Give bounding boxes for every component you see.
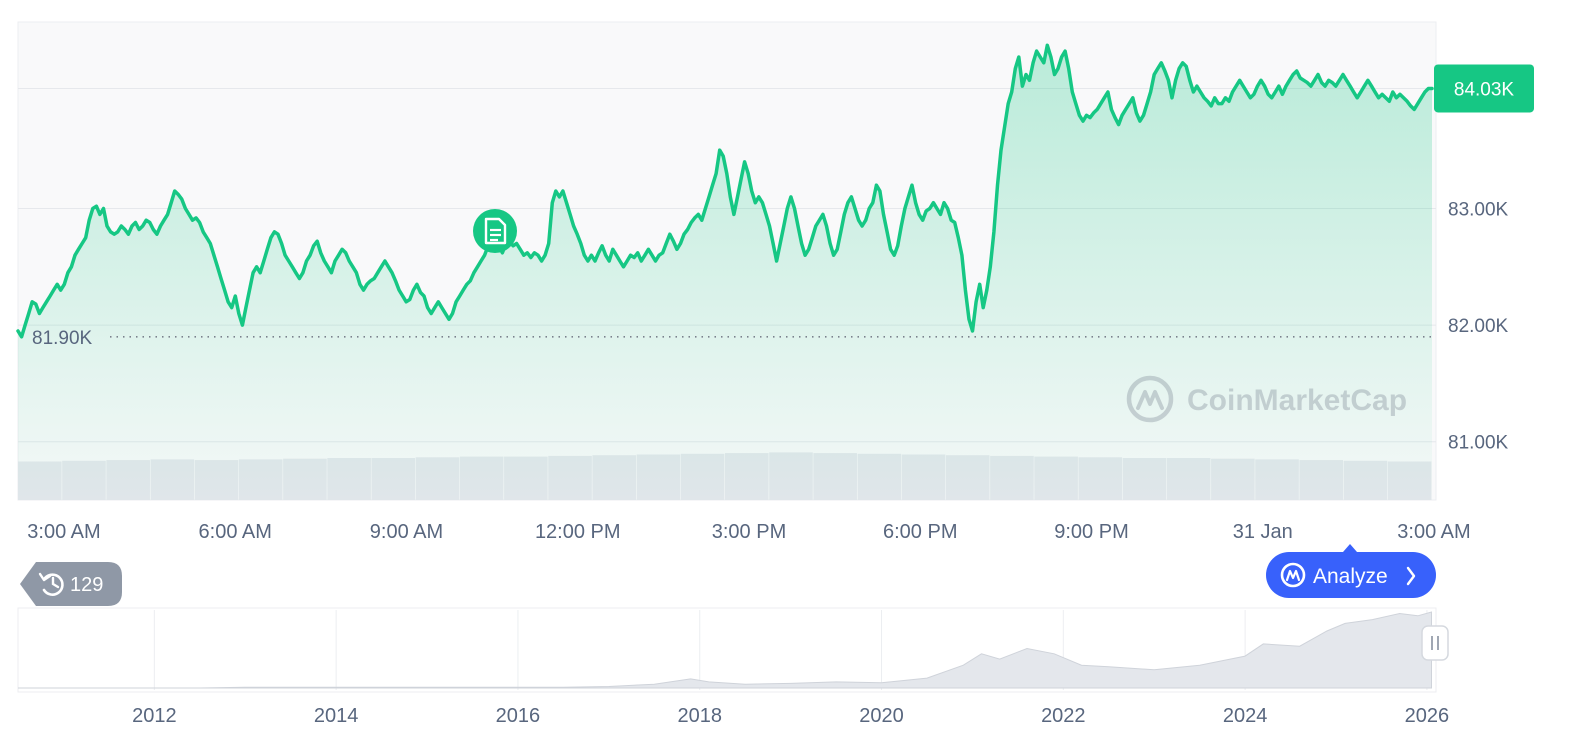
current-price-label: 84.03K bbox=[1454, 79, 1515, 100]
x-tick-label: 3:00 AM bbox=[1397, 521, 1470, 543]
x-tick-label: 31 Jan bbox=[1233, 521, 1293, 543]
pause-handle-icon bbox=[1431, 636, 1439, 650]
news-event-marker[interactable] bbox=[473, 209, 517, 253]
navigator-tick-label: 2022 bbox=[1041, 705, 1086, 727]
navigator-tick-label: 2024 bbox=[1223, 705, 1268, 727]
navigator-area bbox=[18, 611, 1432, 689]
range-navigator[interactable]: 2012 2014 2016 2018 2020 2022 2024 2026 bbox=[17, 607, 1449, 727]
analyze-button-background[interactable] bbox=[1266, 552, 1436, 598]
y-tick-label: 81.00K bbox=[1448, 433, 1509, 454]
coinmarketcap-watermark: CoinMarketCap bbox=[1126, 375, 1407, 423]
current-price-tag: 84.03K bbox=[1434, 64, 1534, 113]
history-badge-background[interactable] bbox=[20, 562, 122, 606]
watermark-text: CoinMarketCap bbox=[1187, 384, 1407, 417]
navigator-tick-label: 2018 bbox=[677, 705, 722, 727]
history-badge[interactable]: 129 bbox=[20, 562, 122, 606]
x-tick-label: 6:00 PM bbox=[883, 521, 957, 543]
price-area-fill bbox=[18, 45, 1432, 501]
navigator-tick-label: 2012 bbox=[132, 705, 177, 727]
history-count: 129 bbox=[70, 574, 103, 596]
x-tick-label: 9:00 PM bbox=[1054, 521, 1128, 543]
navigator-tick-label: 2016 bbox=[496, 705, 541, 727]
analyze-button-pointer bbox=[1343, 544, 1357, 552]
y-axis: 83.00K 82.00K 81.00K bbox=[1448, 200, 1509, 454]
x-tick-label: 6:00 AM bbox=[199, 521, 272, 543]
navigator-handle-box[interactable] bbox=[1421, 625, 1449, 661]
current-price-tag-background bbox=[1434, 64, 1534, 113]
chevron-right-icon bbox=[1406, 566, 1416, 586]
reference-price-label: 81.90K bbox=[32, 328, 93, 349]
history-icon bbox=[38, 572, 64, 596]
price-line[interactable] bbox=[16, 43, 1434, 339]
document-icon bbox=[484, 217, 507, 245]
x-tick-label: 9:00 AM bbox=[370, 521, 443, 543]
y-tick-label: 83.00K bbox=[1448, 200, 1509, 221]
navigator-tick-label: 2026 bbox=[1405, 705, 1450, 727]
analyze-button-label: Analyze bbox=[1313, 565, 1388, 588]
coinmarketcap-logo-icon bbox=[1280, 562, 1306, 588]
x-tick-label: 3:00 AM bbox=[27, 521, 100, 543]
x-tick-label: 3:00 PM bbox=[712, 521, 786, 543]
y-tick-label: 82.00K bbox=[1448, 316, 1509, 337]
x-tick-label: 12:00 PM bbox=[535, 521, 621, 543]
navigator-tick-label: 2020 bbox=[859, 705, 904, 727]
analyze-button[interactable]: Analyze bbox=[1266, 544, 1436, 598]
x-axis: 3:00 AM 6:00 AM 9:00 AM 12:00 PM 3:00 PM 6:00… bbox=[27, 521, 1470, 543]
navigator-handle[interactable] bbox=[1421, 625, 1449, 661]
coinmarketcap-logo-icon bbox=[1126, 375, 1174, 423]
navigator-x-axis: 2012 2014 2016 2018 2020 2022 2024 2026 bbox=[132, 705, 1449, 727]
navigator-tick-label: 2014 bbox=[314, 705, 359, 727]
